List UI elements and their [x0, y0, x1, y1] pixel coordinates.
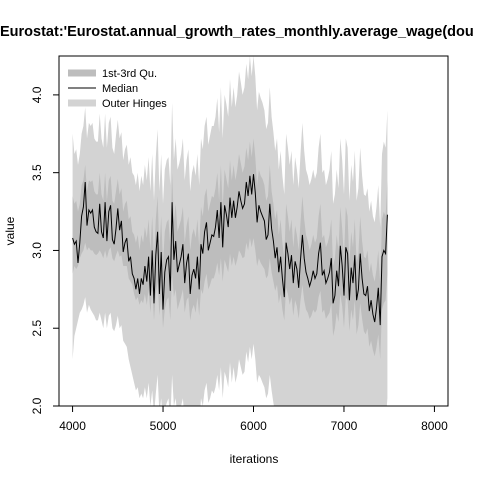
legend-label-median: Median — [102, 83, 138, 95]
chart-title: Eurostat:'Eurostat.annual_growth_rates_m… — [0, 24, 474, 40]
mask-bottom — [0, 406, 480, 480]
legend-label-quartile: 1st-3rd Qu. — [102, 68, 157, 80]
median-line — [72, 174, 388, 326]
outer-hinges-band — [72, 56, 388, 462]
y-axis-label: value — [3, 216, 17, 245]
y-tick-label: 2.0 — [30, 397, 44, 414]
y-tick-label: 4.0 — [30, 86, 44, 103]
x-tick-label: 4000 — [59, 419, 86, 433]
plot-region — [72, 56, 388, 462]
x-tick-label: 8000 — [421, 419, 448, 433]
x-tick-label: 7000 — [331, 419, 358, 433]
y-axis: 2.0 2.5 3.0 3.5 4.0 — [30, 86, 60, 414]
y-tick-label: 3.5 — [30, 164, 44, 181]
legend-label-hinges: Outer Hinges — [102, 98, 167, 110]
x-axis: 4000 5000 6000 7000 8000 — [59, 405, 448, 433]
quartile-band — [72, 138, 388, 360]
x-tick-label: 6000 — [240, 419, 267, 433]
legend: 1st-3rd Qu. Median Outer Hinges — [68, 68, 167, 110]
x-axis-label: iterations — [230, 452, 279, 466]
mask-top — [0, 40, 480, 56]
y-tick-label: 2.5 — [30, 320, 44, 337]
x-tick-label: 5000 — [150, 419, 177, 433]
y-tick-label: 3.0 — [30, 242, 44, 259]
